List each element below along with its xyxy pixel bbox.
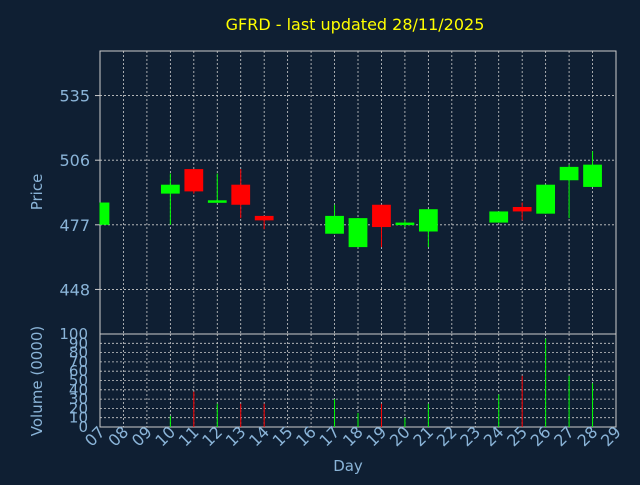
candle-body: [583, 164, 602, 187]
volume-tick-label: 80: [69, 344, 88, 362]
chart-title: GFRD - last updated 28/11/2025: [226, 15, 485, 34]
volume-tick-label: 20: [69, 399, 88, 417]
price-tick-label: 448: [59, 280, 90, 299]
price-panel: 448 477 506 535: [59, 50, 617, 335]
candle-body: [348, 218, 368, 248]
candle-body: [536, 184, 556, 214]
candle-body: [395, 222, 415, 226]
candle-body: [372, 204, 391, 228]
x-axis-label: Day: [333, 457, 363, 475]
volume-tick-label: 30: [69, 390, 88, 408]
price-tick-label: 535: [59, 87, 90, 106]
candle-body: [100, 202, 110, 225]
volume-tick-label: 100: [59, 325, 88, 343]
volume-axis-label: Volume (0000): [28, 326, 46, 436]
candle-body: [559, 166, 579, 181]
price-axis-label: Price: [28, 174, 46, 211]
candle-body: [254, 215, 274, 221]
volume-tick-label: 50: [69, 372, 88, 390]
price-tick-label: 477: [59, 216, 90, 235]
price-tick-label: 506: [59, 151, 90, 170]
candle-body: [207, 200, 227, 203]
volume-tick-label: 0: [78, 418, 88, 436]
volume-tick-label: 90: [69, 334, 88, 352]
volume-tick-label: 10: [69, 409, 88, 427]
candle-body: [184, 169, 204, 192]
x-tick-labels: 0708091011121314151617181920212223242526…: [81, 422, 625, 450]
candle-body: [418, 209, 438, 232]
volume-tick-label: 40: [69, 381, 88, 399]
volume-tick-label: 60: [69, 362, 88, 380]
candle-body: [231, 184, 251, 205]
candle-body: [489, 211, 509, 223]
candle-body: [512, 206, 532, 212]
volume-tick-label: 70: [69, 353, 88, 371]
candle-body: [325, 215, 344, 234]
candle-body: [160, 184, 180, 194]
